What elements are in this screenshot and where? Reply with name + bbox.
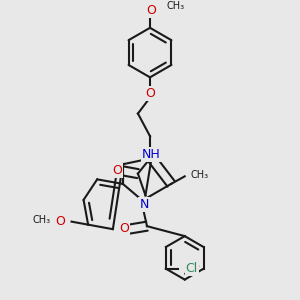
Text: CH₃: CH₃ [32, 215, 50, 225]
Text: NH: NH [142, 148, 161, 161]
Text: O: O [147, 4, 156, 17]
Text: O: O [56, 215, 65, 228]
Text: Cl: Cl [185, 262, 198, 275]
Text: O: O [112, 164, 122, 177]
Text: CH₃: CH₃ [167, 1, 185, 11]
Text: O: O [145, 87, 155, 100]
Text: CH₃: CH₃ [191, 170, 209, 180]
Text: O: O [119, 222, 129, 235]
Text: N: N [139, 198, 148, 211]
